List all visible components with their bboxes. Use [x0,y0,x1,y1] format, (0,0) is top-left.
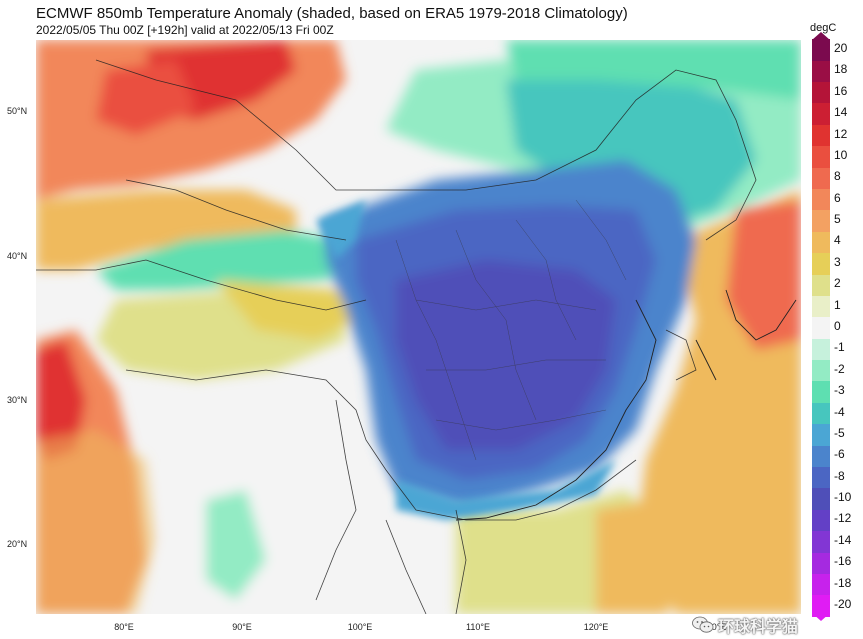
colorbar-tick-label: 10 [834,147,848,162]
anomaly-region-china-coldest [396,260,616,450]
lat-label-40n: 40°N [7,251,28,261]
colorbar-tick-label: 1 [834,297,841,312]
colorbar-tick-label: -18 [834,575,852,590]
colorbar-tick-label: 12 [834,126,848,141]
lon-label-130e: 130°E [701,622,727,632]
colorbar-swatch [812,595,830,618]
colorbar-swatch [812,360,830,383]
lat-label-50n: 50°N [7,106,28,116]
colorbar-tick-label: -2 [834,361,845,376]
colorbar-swatch [812,467,830,489]
colorbar-tick-label: -16 [834,554,852,569]
colorbar-tick-label: 6 [834,190,841,205]
colorbar-swatch [812,445,830,468]
colorbar-tick-label: 16 [834,83,848,98]
anomaly-region-japan-hot [726,200,801,350]
colorbar-swatch [812,146,830,169]
temperature-anomaly-map [36,40,801,614]
colorbar-swatch [812,488,830,511]
colorbar-swatch [812,317,830,340]
colorbar-tick-label: -12 [834,511,852,526]
colorbar-tick-label: 20 [834,41,848,55]
colorbar-tick-label: 8 [834,169,841,184]
colorbar-swatch [812,295,830,318]
lon-label-120e: 120°E [583,622,609,632]
colorbar-swatch [812,253,830,276]
anomaly-region-indochina-mild [166,460,396,614]
colorbar-tick-label: -6 [834,447,845,462]
colorbar-swatch [812,210,830,233]
colorbar-tick-label: 2 [834,276,841,291]
country-borders [36,59,757,614]
watermark-text: 环球科学猫 [718,617,799,636]
colorbar-swatch [812,39,830,62]
map-subtitle: 2022/05/05 Thu 00Z [+192h] valid at 2022… [36,23,334,37]
lon-label-80e: 80°E [114,622,134,632]
colorbar-swatch [812,381,830,404]
colorbar-swatch [812,167,830,190]
map-title: ECMWF 850mb Temperature Anomaly (shaded,… [36,5,628,22]
colorbar-swatch [812,573,830,596]
watermark: 环球科学猫 [692,614,838,636]
colorbar-tick-label: 14 [834,105,848,120]
colorbar-swatch [812,103,830,126]
colorbar-tick-label: 5 [834,212,841,227]
colorbar-max-arrow [812,32,830,40]
colorbar-tick-label: -20 [834,597,852,611]
colorbar-tick-label: 18 [834,62,848,77]
anomaly-region-hot-core-north-edge [96,60,196,135]
colorbar-swatch [812,509,830,532]
lon-label-100e: 100°E [347,622,373,632]
lon-label-110e: 110°E [466,622,490,632]
colorbar-swatch [812,531,830,554]
wechat-icon [692,616,714,634]
colorbar-swatch [812,274,830,297]
colorbar-tick-label: -14 [834,532,852,547]
colorbar-min-arrow [812,612,830,621]
colorbar-swatch [812,424,830,447]
colorbar-tick-label: -5 [834,425,845,440]
colorbar-tick-label: -3 [834,383,845,398]
colorbar [812,32,830,621]
lat-label-20n: 20°N [7,539,28,549]
colorbar-tick-label: -8 [834,468,845,483]
colorbar-tick-label: 4 [834,233,841,248]
anomaly-region-plateau-warm-2 [216,280,356,340]
anomaly-region-south-china-cold-edge [396,460,616,520]
anomaly-region-warm-belt-west [36,190,296,270]
anomaly-region-india-hot [36,340,86,460]
colorbar-swatch [812,552,830,575]
colorbar-tick-label: 0 [834,319,841,333]
colorbar-unit: degC [810,22,837,34]
lat-label-30n: 30°N [7,395,28,405]
colorbar-tick-label: 3 [834,254,841,269]
colorbar-tick-label: -1 [834,340,845,355]
colorbar-tick-label: -10 [834,490,852,505]
colorbar-swatch [812,338,830,361]
colorbar-tick-label: -4 [834,404,845,419]
anomaly-region-indochina-cool [206,490,266,600]
colorbar-swatch [812,60,830,83]
anomaly-region-southwest-yellow [36,430,156,614]
anomaly-region-far-northeast-green [506,40,801,100]
lon-label-90e: 90°E [232,622,252,632]
colorbar-swatch [812,189,830,211]
colorbar-swatch [812,231,830,254]
anomaly-region-northeast-cooler [506,70,756,230]
colorbar-swatch [812,82,830,105]
anomaly-region-cool-band [96,230,356,290]
map-canvas [36,40,801,614]
province-borders [395,199,627,461]
coastlines [455,289,797,521]
colorbar-swatch [812,402,830,425]
anomaly-region-china-cold-rim [316,200,366,260]
colorbar-swatch [812,124,830,147]
